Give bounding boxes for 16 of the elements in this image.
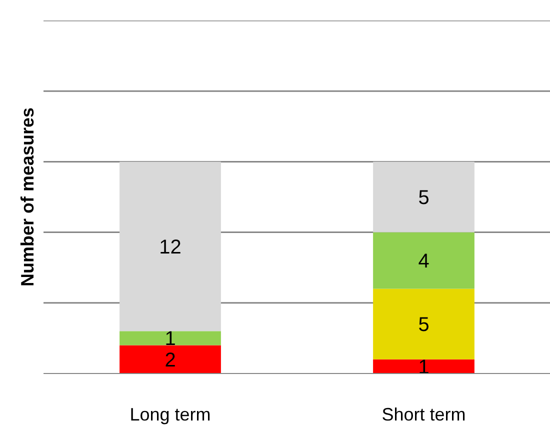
data-label: 12	[159, 236, 182, 258]
data-label: 1	[164, 328, 176, 350]
bar	[373, 162, 474, 232]
data-label: 2	[164, 349, 176, 372]
data-label: 5	[418, 314, 430, 336]
data-label: 4	[418, 250, 430, 273]
bar	[120, 331, 221, 346]
bar	[373, 359, 474, 374]
bar	[120, 345, 221, 374]
x-tick-label: Long term	[130, 404, 211, 424]
bar	[120, 162, 221, 332]
y-axis-title: Number of measures	[18, 107, 38, 287]
bar	[373, 232, 474, 289]
bar	[373, 288, 474, 360]
x-tick-label: Short term	[382, 404, 466, 424]
data-label: 5	[418, 187, 430, 209]
